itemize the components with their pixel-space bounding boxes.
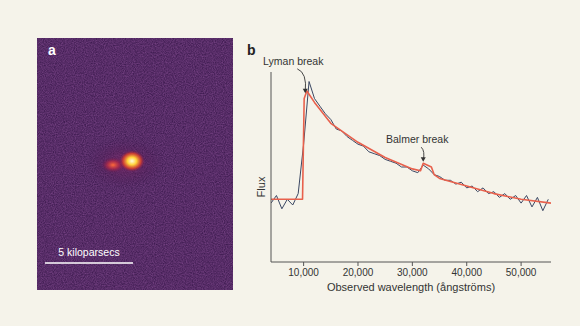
x-axis-label: Observed wavelength (ångströms) bbox=[327, 281, 495, 293]
annotation: Lyman break bbox=[263, 55, 324, 67]
x-axis bbox=[271, 262, 551, 263]
x-tick bbox=[357, 262, 358, 266]
figure: a 5 kiloparsecs b 10,000 20,000 30,000 40,000 5… bbox=[0, 0, 580, 326]
panel-label: a bbox=[48, 42, 56, 58]
scale-bar-label: 5 kiloparsecs bbox=[58, 246, 119, 258]
arrow-head bbox=[303, 89, 308, 94]
image-grain bbox=[37, 38, 233, 290]
x-tick-label: 10,000 bbox=[288, 267, 319, 278]
x-tick bbox=[412, 262, 413, 266]
x-tick bbox=[466, 262, 467, 266]
galaxy-core bbox=[119, 150, 145, 172]
panel-label: b bbox=[247, 42, 256, 58]
chart-panel: b 10,000 20,000 30,000 40,000 50,000 Observed … bbox=[247, 42, 551, 293]
scale-bar bbox=[45, 262, 133, 264]
x-tick bbox=[303, 262, 304, 266]
data-group bbox=[271, 82, 551, 211]
x-tick bbox=[521, 262, 522, 266]
x-tick-label: 30,000 bbox=[397, 267, 428, 278]
galaxy-halo bbox=[85, 137, 165, 189]
y-axis bbox=[271, 72, 272, 262]
spectrum-line bbox=[271, 91, 551, 203]
x-tick-label: 50,000 bbox=[506, 267, 537, 278]
image-panel: a 5 kiloparsecs bbox=[37, 38, 233, 290]
arrow-head bbox=[421, 157, 426, 162]
x-tick-label: 20,000 bbox=[343, 267, 374, 278]
x-tick-label: 40,000 bbox=[451, 267, 482, 278]
annotation-arrow bbox=[297, 69, 305, 92]
y-axis-label: Flux bbox=[255, 176, 267, 197]
image-background bbox=[37, 38, 233, 290]
annotation: Balmer break bbox=[386, 133, 449, 145]
